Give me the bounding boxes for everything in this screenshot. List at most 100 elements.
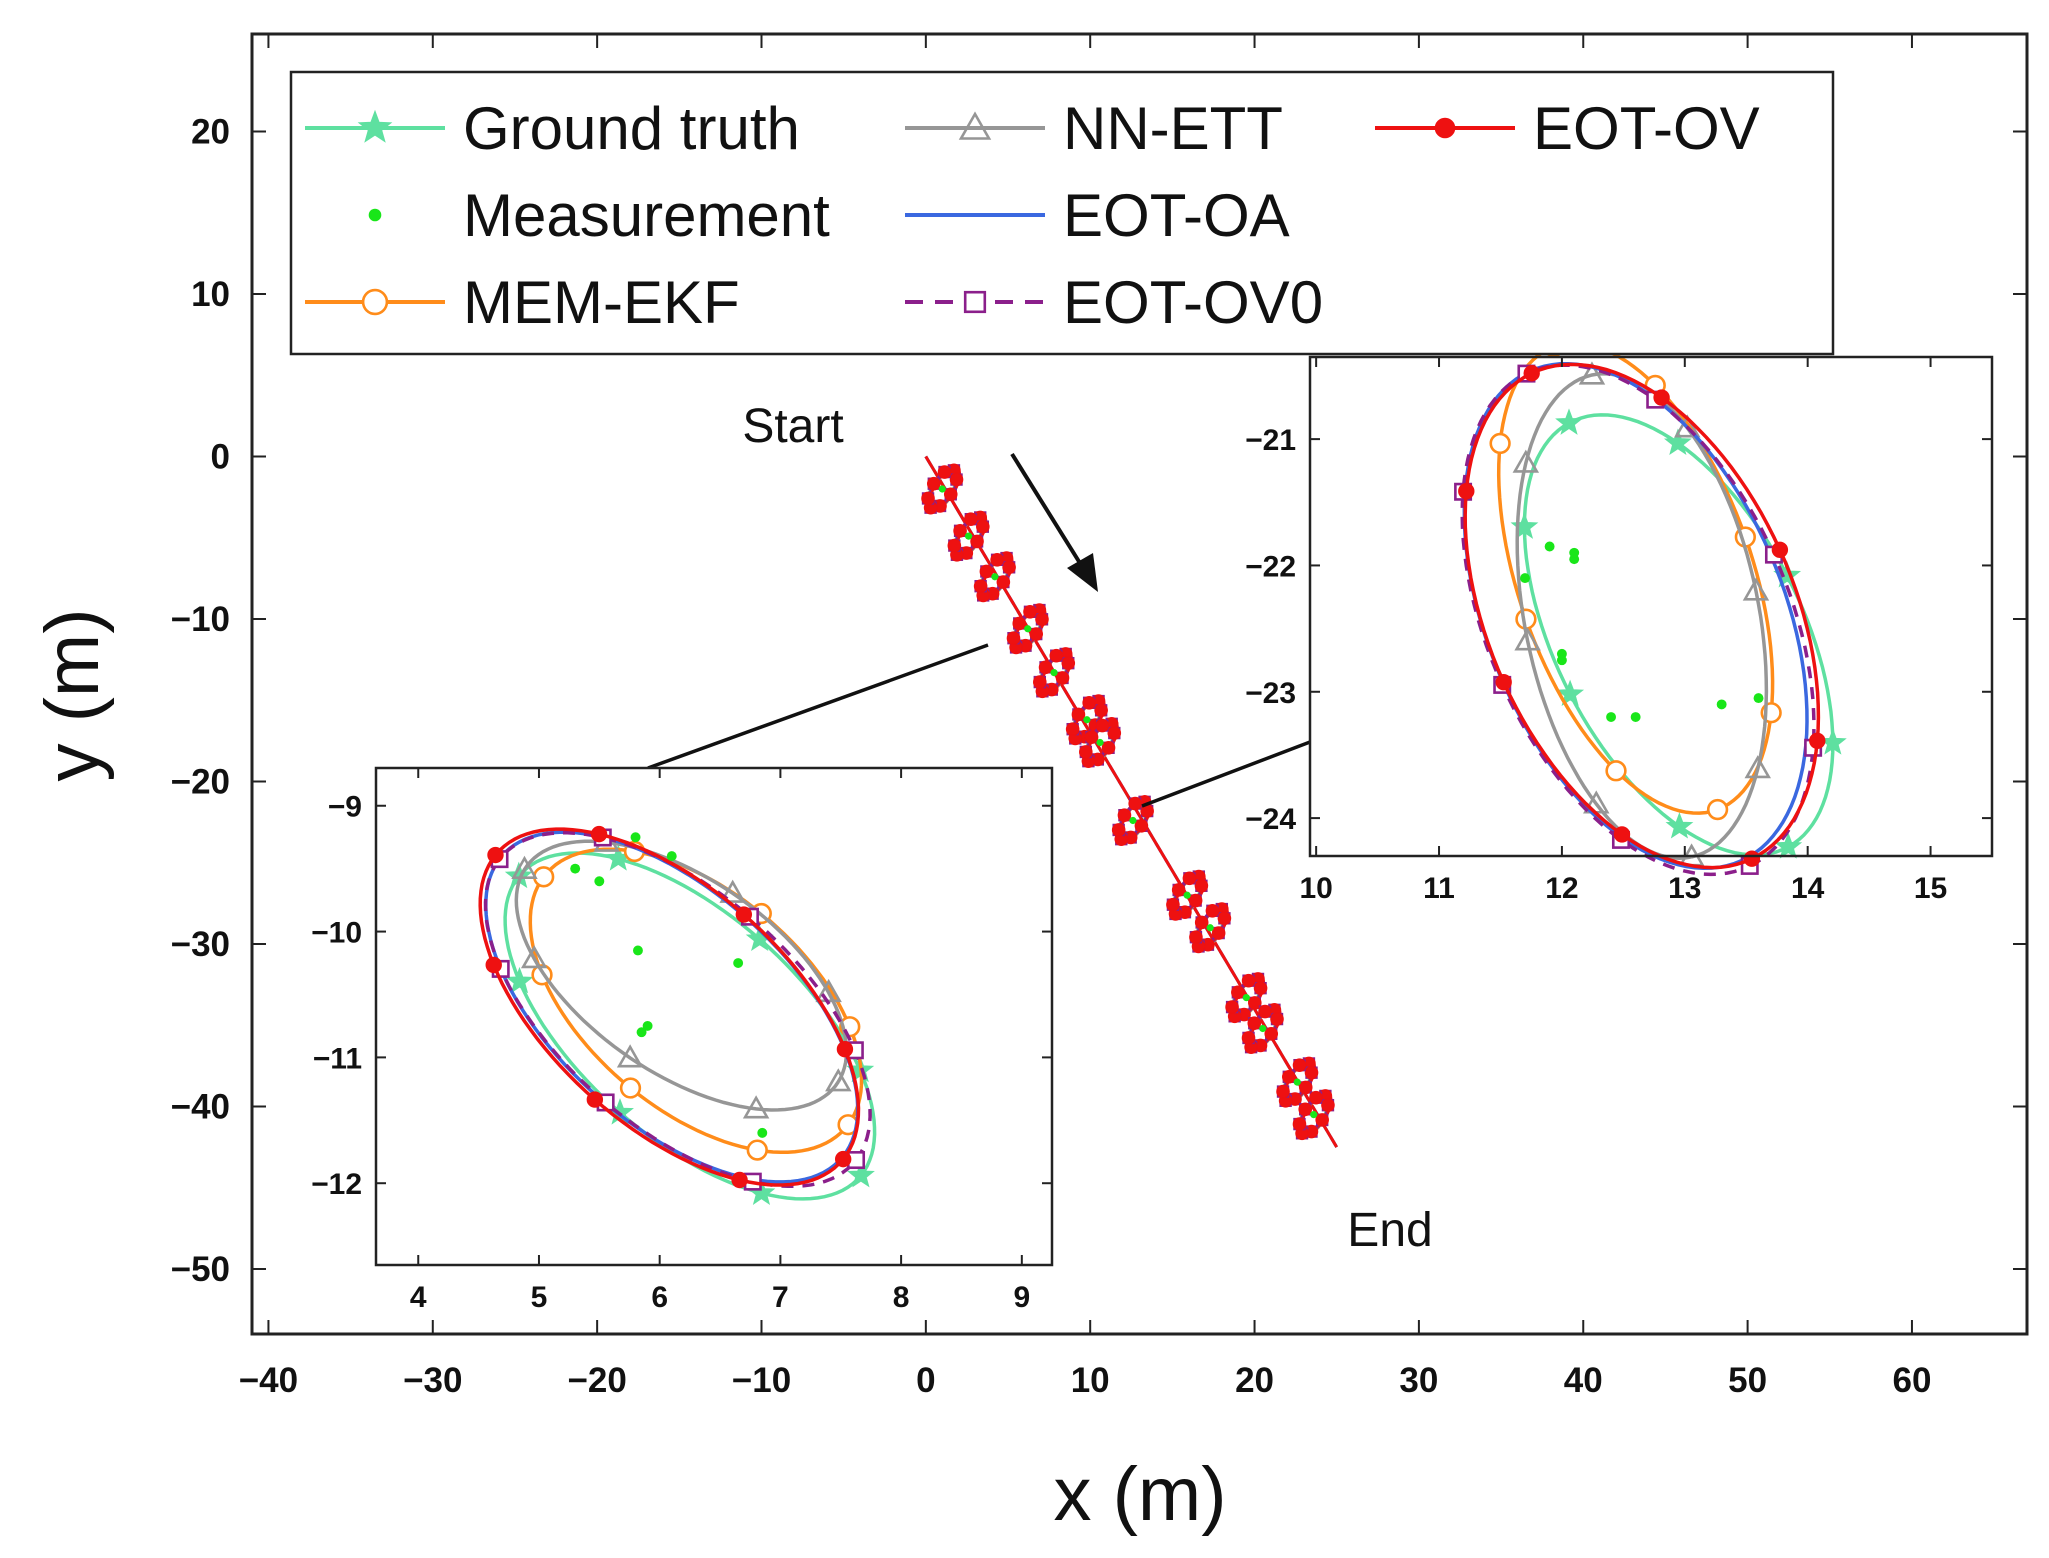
small-extent-marker [1049,648,1064,663]
small-extent-marker [1247,1016,1262,1031]
legend-entries: Ground truth Measurement MEM-EKF NN-ETT EOT-… [305,95,1760,336]
main-axes-box [250,32,2029,1336]
legend-entry-eot-oa: EOT-OA [905,182,1290,249]
small-extent-marker [1128,796,1142,811]
inset-ellipse-marker [1613,826,1631,843]
small-extent-marker [949,472,964,487]
inset-measurement-point [570,863,581,874]
measurement-point [1259,1024,1267,1033]
inset-ellipse-marker [742,1095,770,1119]
small-extent-marker [1241,973,1256,988]
small-extent-marker [947,538,962,553]
small-extent-marker [1298,1102,1313,1117]
x-tick-label: 50 [1728,1361,1767,1400]
inset-measurement-point [1569,547,1580,558]
legend-marker-sample [361,288,389,316]
extent-cluster [1276,1056,1319,1108]
measurement-point [938,485,946,493]
small-extent-marker [973,579,988,593]
main-plot-content [921,455,1338,1148]
small-extent-marker [964,512,978,526]
inset-left-content [478,825,877,1205]
inset-x-tick-label: 13 [1668,872,1701,905]
extent-cluster [1189,902,1232,954]
inset-ellipse-marker [590,825,608,843]
main-x-ticks: −40 −30 −20 −10 0 10 20 30 40 50 60 [239,34,1931,1400]
inset-ellipse-marker [836,1040,854,1058]
inset-measurement-point [757,1127,768,1138]
inset-measurement-point [733,958,744,968]
measurement-point [1242,994,1250,1002]
small-extent-marker [1012,616,1027,631]
y-tick-label: −10 [171,600,230,639]
x-tick-label: 60 [1892,1361,1931,1400]
inset-ellipse-marker [533,866,555,888]
inset-y-tick-label: −24 [1245,803,1296,836]
small-extent-marker [1094,703,1108,718]
small-extent-marker [953,524,967,538]
small-extent-marker [921,491,935,506]
legend-box [289,70,1835,356]
start-annotation: Start [742,400,843,453]
inset-ellipse-eot-ov [478,825,861,1189]
small-extent-marker [1061,656,1076,670]
inset-ellipse-nn-ett [1512,361,1771,867]
inset-ellipse-marker [731,1171,748,1189]
inset-x-tick-label: 9 [1013,1281,1030,1314]
small-extent-marker [1258,1004,1272,1019]
inset-ellipse-marker [1742,577,1770,601]
inset-ellipse-marker [1514,627,1541,651]
left-inset-connector [647,643,989,770]
inset-ellipse-marker [719,879,746,903]
inset-ellipse-marker [825,1068,852,1092]
small-extent-marker [1166,897,1180,912]
small-extent-marker [1035,612,1049,627]
inset-ellipse-marker [1653,389,1670,406]
inset-left: 4 5 6 7 8 9 −9 −10 −11 −12 [311,766,1054,1314]
small-extent-marker [1309,1090,1323,1105]
inset-left-box [374,766,1054,1267]
extent-cluster [1241,1003,1284,1054]
inset-x-tick-label: 6 [651,1281,668,1314]
measurement-point [1293,1078,1301,1086]
legend-label: EOT-OV [1533,95,1760,162]
legend-marker-sample [1434,117,1456,139]
small-extent-marker [1211,926,1226,940]
small-extent-marker [1225,1000,1239,1014]
small-extent-marker [1270,1012,1284,1026]
inset-right-content [1454,335,1847,877]
inset-ellipse-marker [505,966,534,994]
small-extent-marker [1304,1065,1319,1080]
inset-measurement-point [1606,712,1617,722]
extent-cluster [1032,647,1076,699]
inset-measurement-point [1520,573,1530,584]
legend-marker-sample [368,208,382,222]
inset-ellipse-mem-ekf [528,840,864,1161]
inset-ellipse-marker [746,1139,768,1161]
inset-x-tick-label: 7 [772,1281,789,1314]
inset-ellipse-marker [1774,832,1803,859]
measurement-point [1083,716,1091,724]
small-extent-marker [1032,675,1047,689]
small-extent-marker [1038,660,1053,675]
small-extent-marker [1298,1080,1313,1095]
small-extent-marker [1084,730,1099,745]
small-extent-marker [1065,722,1080,736]
inset-ellipse-marker [1809,732,1826,749]
x-tick-label: 40 [1564,1361,1603,1400]
small-extent-marker [1095,718,1110,733]
small-extent-marker [1111,823,1126,837]
small-extent-marker [1002,560,1016,575]
legend-label: Ground truth [463,95,800,162]
small-extent-marker [1101,740,1116,755]
inset-ellipse-marker [847,1160,875,1188]
inset-left-ticks: 4 5 6 7 8 9 −9 −10 −11 −12 [311,768,1052,1314]
inset-measurement-point [633,945,643,956]
inset-y-tick-label: −12 [311,1168,362,1201]
inset-ellipse-marker [619,1077,642,1099]
inset-x-tick-label: 10 [1299,872,1332,905]
small-extent-marker [979,564,994,579]
x-tick-label: −20 [567,1361,626,1400]
inset-y-tick-label: −23 [1245,677,1296,710]
